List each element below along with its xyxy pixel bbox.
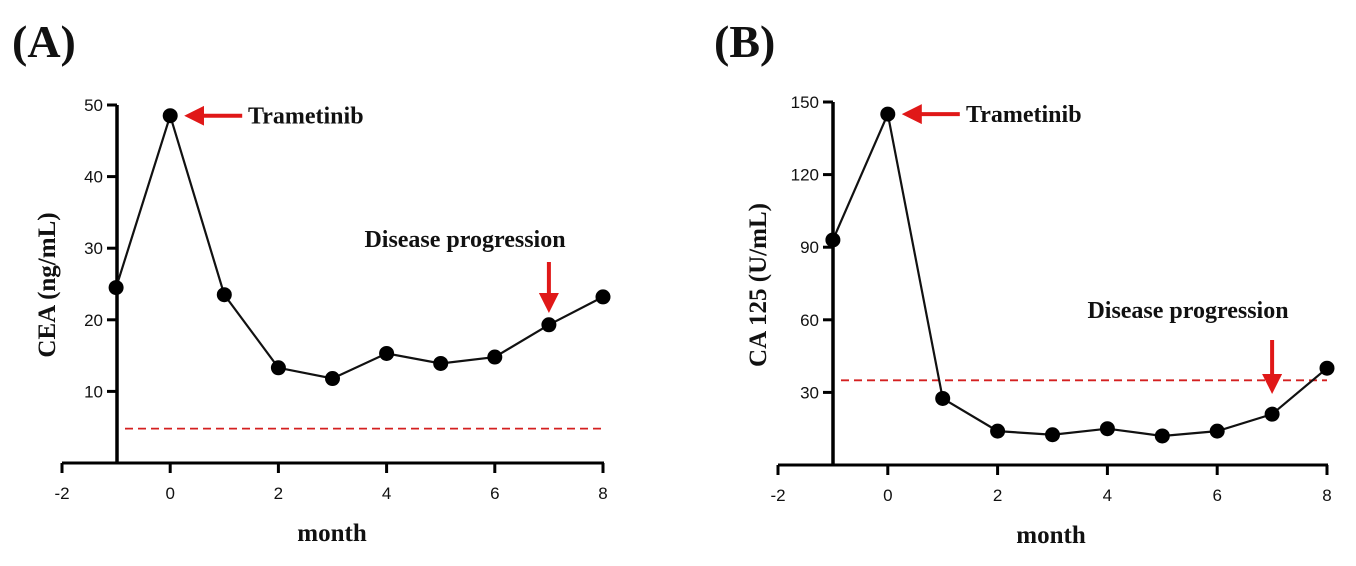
data-point: [108, 280, 124, 296]
x-tick-label: 2: [993, 486, 1002, 505]
x-tick-label: 8: [598, 484, 607, 503]
data-point: [1154, 428, 1170, 444]
panel-b-y-axis-title: CA 125 (U/mL): [745, 203, 772, 367]
y-tick-label: 10: [84, 382, 103, 401]
data-point: [162, 108, 178, 124]
x-tick-label: -2: [770, 486, 785, 505]
y-tick-label: 40: [84, 168, 103, 187]
panel-a-x-axis-title: month: [297, 520, 367, 547]
panel-a: (A) -2 0 2 4 6 8 10 20 30 40 50 Trametinib Disease p…: [12, 16, 611, 547]
x-tick-label: 6: [490, 484, 499, 503]
disease-progression-label: Disease progression: [364, 227, 565, 253]
data-point: [487, 349, 503, 365]
panel-label-a: (A): [12, 16, 76, 67]
data-point: [1264, 406, 1280, 422]
data-point: [379, 345, 395, 361]
data-point: [595, 289, 611, 305]
panel-a-marks: -2 0 2 4 6 8 10 20 30 40 50 Trametinib Disease progr…: [54, 96, 611, 503]
x-tick-label: 2: [274, 484, 283, 503]
x-tick-label: 4: [382, 484, 391, 503]
panel-a-y-axis-title: CEA (ng/mL): [34, 212, 61, 357]
panel-b: (B) -2 0 2 4 6 8 30 60 90 120 150 Trametinib Disease…: [714, 16, 1335, 549]
series-line: [115, 112, 604, 380]
x-tick-label: -2: [54, 484, 69, 503]
y-tick-label: 90: [800, 238, 819, 257]
y-tick-label: 120: [791, 166, 819, 185]
data-point: [1045, 427, 1060, 443]
y-tick-label: 60: [800, 311, 819, 330]
data-point: [541, 317, 557, 333]
series-line: [831, 110, 1328, 438]
data-point: [880, 106, 896, 122]
x-tick-label: 4: [1103, 486, 1112, 505]
data-point: [1209, 423, 1225, 439]
data-point: [270, 360, 286, 376]
y-tick-label: 150: [791, 93, 819, 112]
data-point: [1319, 360, 1335, 376]
panel-label-b: (B): [714, 16, 775, 67]
trametinib-label: Trametinib: [966, 102, 1082, 128]
data-point: [990, 423, 1006, 439]
panel-b-marks: -2 0 2 4 6 8 30 60 90 120 150 Trametinib Disease pro…: [770, 93, 1335, 505]
y-tick-label: 50: [84, 96, 103, 115]
data-point: [935, 390, 951, 406]
x-tick-label: 0: [165, 484, 174, 503]
disease-progression-label: Disease progression: [1087, 298, 1288, 324]
data-point: [216, 287, 232, 303]
data-point: [325, 371, 340, 387]
panel-b-x-axis-title: month: [1016, 522, 1086, 549]
trametinib-label: Trametinib: [248, 104, 364, 130]
data-point: [825, 232, 841, 248]
x-tick-label: 8: [1322, 486, 1331, 505]
y-tick-label: 30: [84, 239, 103, 258]
data-point: [1099, 421, 1115, 437]
y-tick-label: 20: [84, 311, 103, 330]
y-tick-label: 30: [800, 383, 819, 402]
data-point: [433, 355, 449, 371]
x-tick-label: 0: [883, 486, 892, 505]
x-tick-label: 6: [1212, 486, 1221, 505]
